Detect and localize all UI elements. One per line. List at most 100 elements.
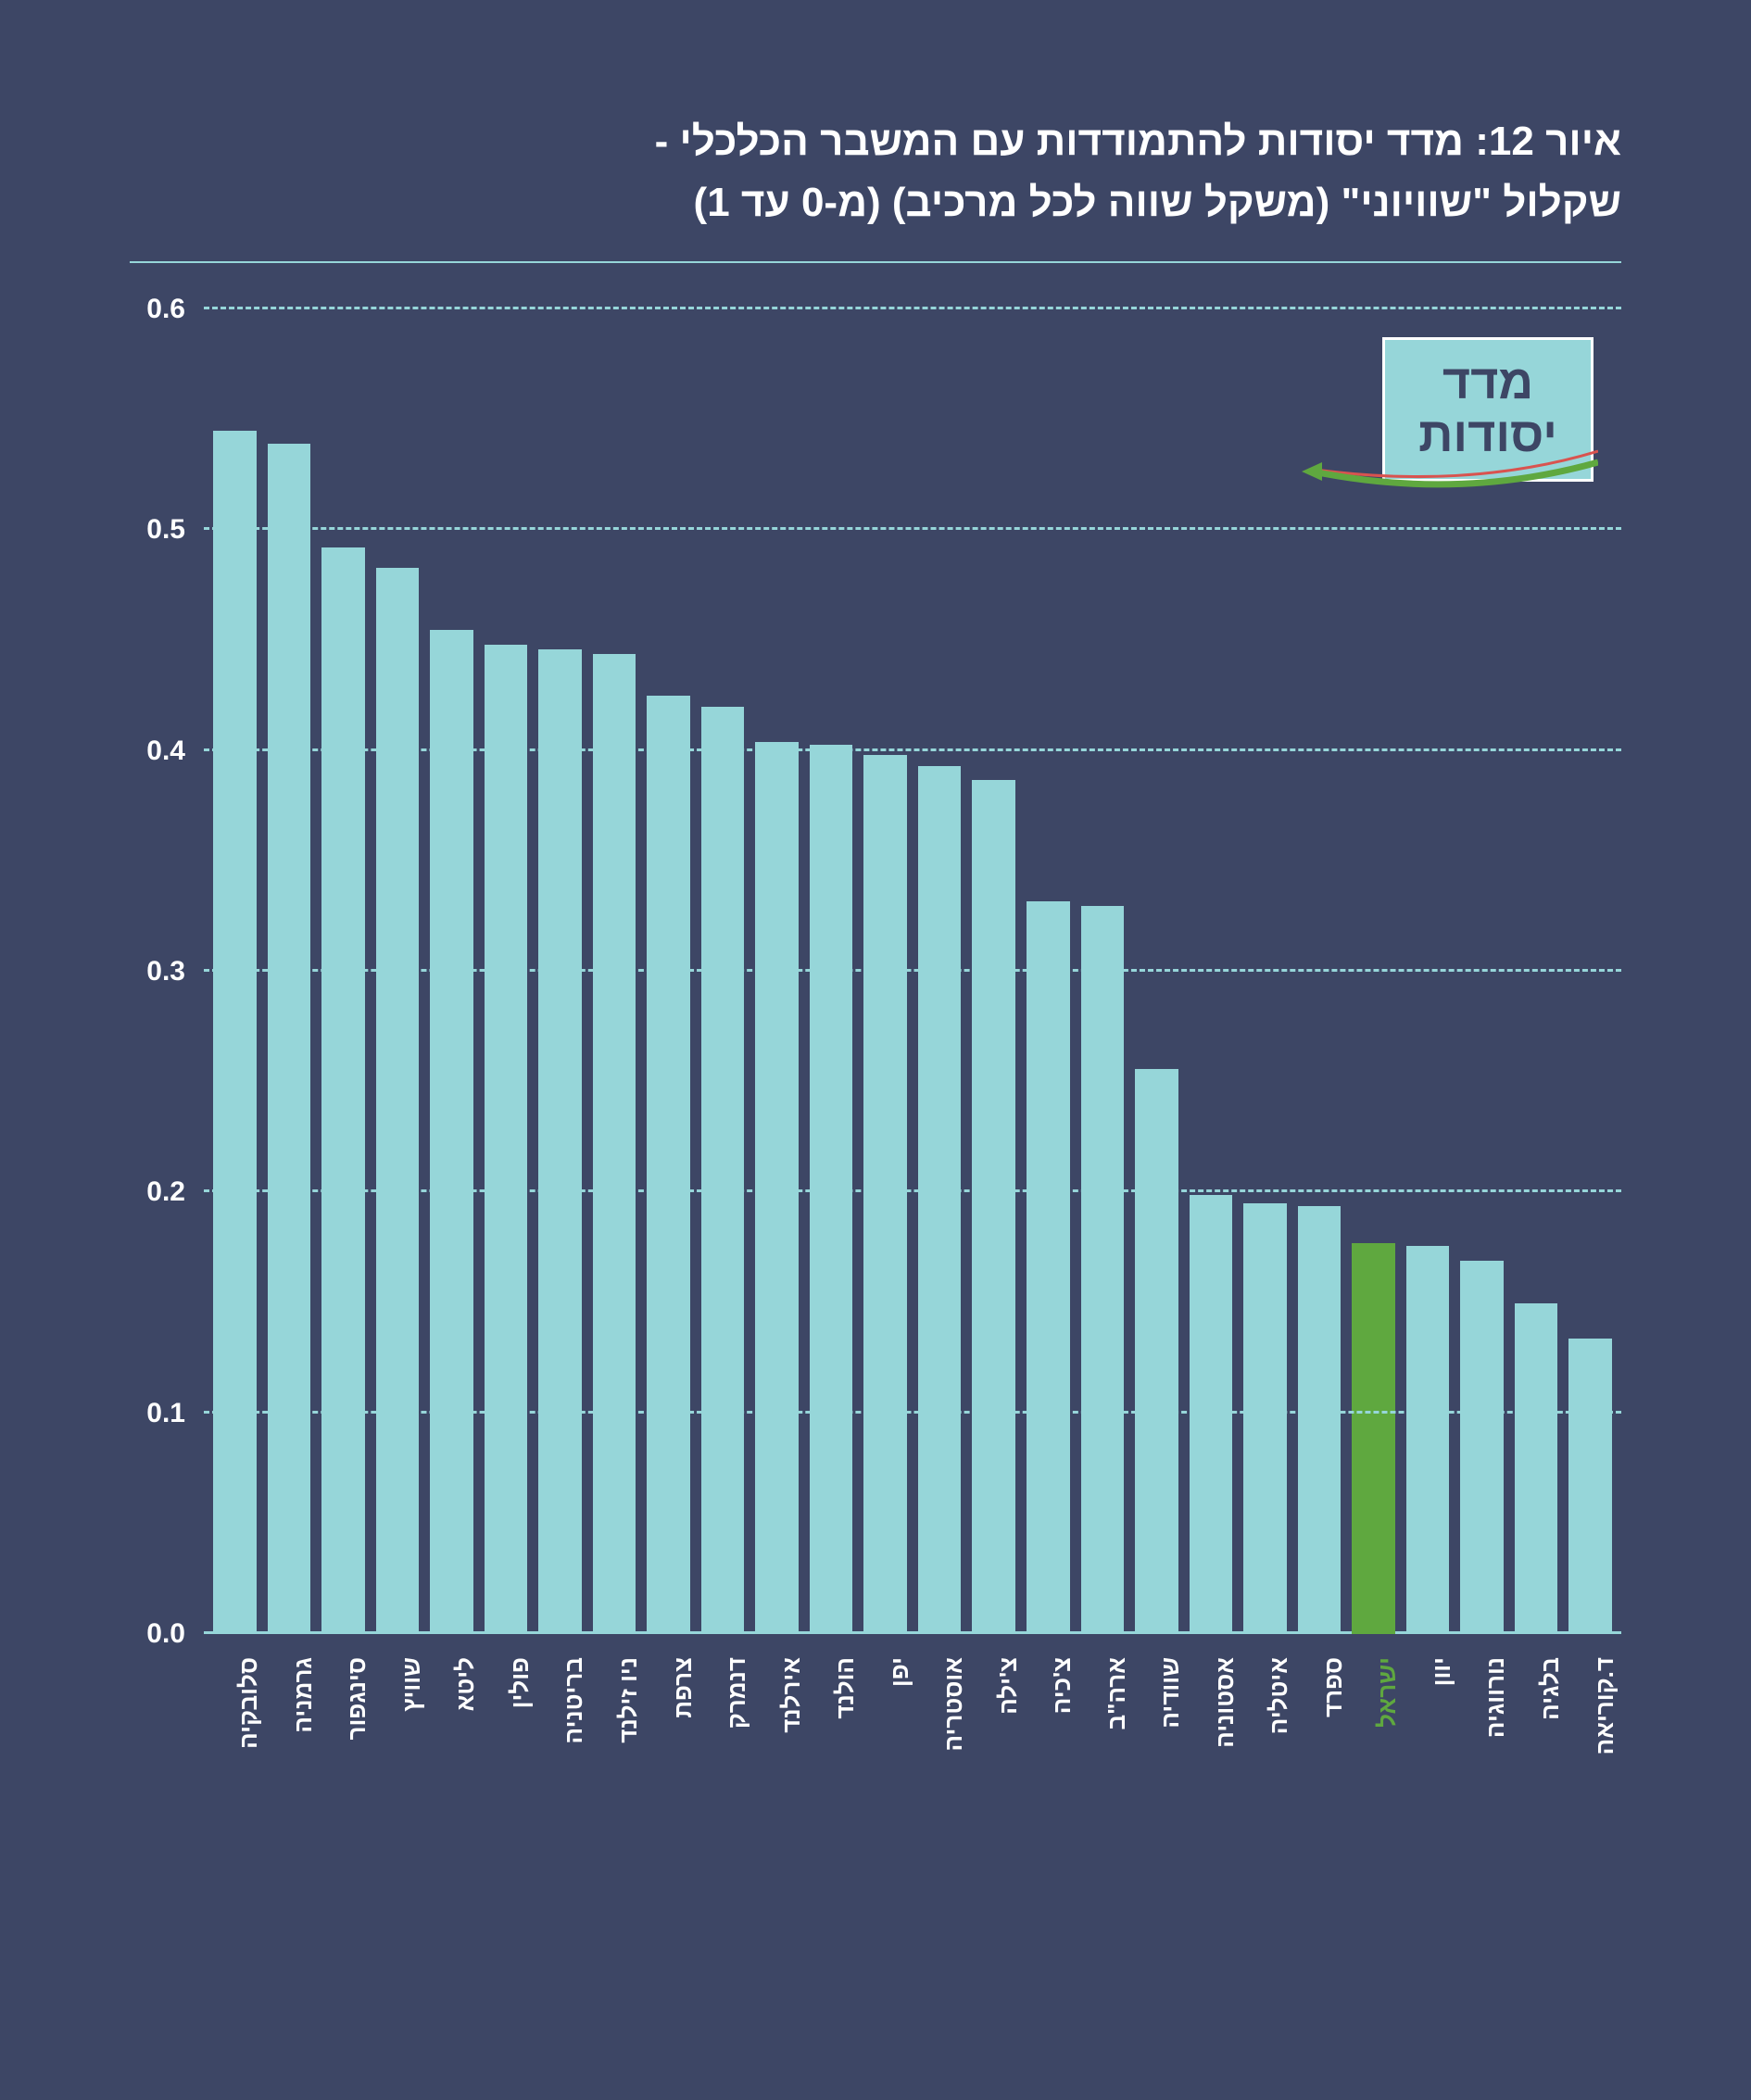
x-label-slot: איטליה [1243, 1643, 1287, 1838]
x-label-slot: אירלנד [755, 1643, 799, 1838]
chart-title: איור 12: מדד יסודות להתמודדות עם המשבר ה… [130, 111, 1621, 233]
bar-slot [593, 309, 636, 1634]
x-label-slot: דנמרק [701, 1643, 745, 1838]
x-label-slot: ד.קוריאה [1568, 1643, 1612, 1838]
bar [863, 755, 907, 1634]
bar-slot [1515, 309, 1558, 1634]
x-tick-label: ליטא [451, 1657, 480, 1711]
bar [485, 645, 528, 1634]
x-label-slot: יפן [863, 1643, 907, 1838]
bar-slot [810, 309, 853, 1634]
y-tick-label: 0.3 [146, 956, 185, 987]
x-axis-labels: סלובקיהגרמניהסינגפורשוויץליטאפוליןבריטני… [204, 1643, 1621, 1838]
gridline [204, 1189, 1621, 1192]
y-tick-label: 0.2 [146, 1176, 185, 1208]
x-tick-label: סינגפור [343, 1657, 372, 1740]
x-tick-label: שוויץ [397, 1657, 426, 1712]
x-label-slot: גרמניה [268, 1643, 311, 1838]
bar-slot [321, 309, 365, 1634]
bar [1460, 1261, 1504, 1634]
x-label-slot: סלובקיה [213, 1643, 257, 1838]
x-tick-label: בריטניה [560, 1657, 588, 1743]
bar-slot [1460, 309, 1504, 1634]
x-label-slot: שוויץ [376, 1643, 420, 1838]
legend-text-line-1: מדד [1418, 357, 1557, 409]
gridline [204, 969, 1621, 972]
bar [918, 766, 962, 1634]
x-tick-label: ניו זילנד [614, 1657, 643, 1743]
x-tick-label: יוון [1428, 1657, 1456, 1686]
gridline [204, 307, 1621, 309]
y-axis: 0.00.10.20.30.40.50.6 [130, 309, 195, 1634]
bar [213, 431, 257, 1634]
bar [321, 547, 365, 1634]
x-label-slot: נורווגיה [1460, 1643, 1504, 1838]
bar-slot [1568, 309, 1612, 1634]
bar-slot [376, 309, 420, 1634]
title-line-2: שקלול "שוויוני" (משקל שווה לכל מרכיב) (מ… [130, 172, 1621, 233]
bar-slot [918, 309, 962, 1634]
legend-box: מדד יסודות [1382, 337, 1594, 482]
bar-slot [1081, 309, 1125, 1634]
bar-slot [1298, 309, 1342, 1634]
x-label-slot: ליטא [430, 1643, 473, 1838]
x-tick-label: גרמניה [289, 1657, 318, 1733]
bars-group [204, 309, 1621, 1634]
x-label-slot: סינגפור [321, 1643, 365, 1838]
x-label-slot: ניו זילנד [593, 1643, 636, 1838]
gridline [204, 1411, 1621, 1414]
bar [1243, 1203, 1287, 1634]
bar-highlighted [1352, 1243, 1395, 1634]
bar [1190, 1195, 1233, 1634]
gridline [204, 748, 1621, 751]
bar [1135, 1069, 1178, 1634]
x-label-slot: ישראל [1352, 1643, 1395, 1838]
bar [1515, 1303, 1558, 1635]
bar [647, 696, 690, 1634]
y-tick-label: 0.0 [146, 1618, 185, 1650]
x-tick-label: ד.קוריאה [1591, 1657, 1619, 1754]
bar [376, 568, 420, 1634]
bar-slot [485, 309, 528, 1634]
bar-slot [1135, 309, 1178, 1634]
bar-slot [213, 309, 257, 1634]
y-tick-label: 0.4 [146, 736, 185, 767]
x-label-slot: ארה"ב [1081, 1643, 1125, 1838]
x-label-slot: פולין [485, 1643, 528, 1838]
x-tick-label: אסטוניה [1211, 1657, 1240, 1748]
x-tick-label: ספרד [1319, 1657, 1348, 1717]
bar-slot [1406, 309, 1450, 1634]
x-tick-label: צ'כיה [1048, 1657, 1077, 1714]
legend-inner: מדד יסודות [1382, 337, 1594, 482]
x-tick-label: אירלנד [777, 1657, 806, 1733]
x-label-slot: הולנד [810, 1643, 853, 1838]
bar [701, 707, 745, 1634]
bar [1568, 1339, 1612, 1634]
x-tick-label: הולנד [831, 1657, 860, 1719]
x-label-slot: אסטוניה [1190, 1643, 1233, 1838]
bar-slot [972, 309, 1015, 1634]
x-tick-label: ישראל [1373, 1657, 1402, 1728]
bar [538, 649, 582, 1634]
bar-slot [430, 309, 473, 1634]
y-tick-label: 0.5 [146, 514, 185, 546]
x-label-slot: צ'ילה [972, 1643, 1015, 1838]
bar [1298, 1206, 1342, 1634]
bar-slot [268, 309, 311, 1634]
bar-slot [1190, 309, 1233, 1634]
x-tick-label: איטליה [1265, 1657, 1293, 1734]
x-tick-label: סלובקיה [234, 1657, 263, 1749]
gridline [204, 527, 1621, 530]
x-label-slot: צ'כיה [1027, 1643, 1070, 1838]
y-tick-label: 0.1 [146, 1398, 185, 1429]
x-label-slot: ספרד [1298, 1643, 1342, 1838]
x-tick-label: צרפת [669, 1657, 698, 1718]
x-tick-label: בלגיה [1536, 1657, 1565, 1720]
x-tick-label: פולין [506, 1657, 535, 1708]
bar [1027, 901, 1070, 1634]
title-underline [130, 261, 1621, 263]
x-label-slot: צרפת [647, 1643, 690, 1838]
bar-slot [647, 309, 690, 1634]
chart-container: איור 12: מדד יסודות להתמודדות עם המשבר ה… [0, 0, 1751, 1912]
bar-slot [863, 309, 907, 1634]
